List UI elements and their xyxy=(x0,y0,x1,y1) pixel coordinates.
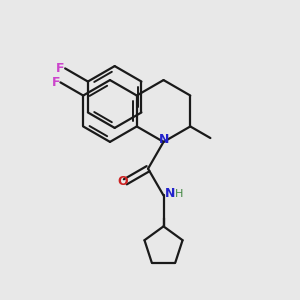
Text: F: F xyxy=(52,76,60,89)
Text: H: H xyxy=(175,189,183,199)
Text: O: O xyxy=(117,175,128,188)
Text: N: N xyxy=(165,187,175,200)
Text: F: F xyxy=(56,62,64,75)
Text: N: N xyxy=(159,133,169,146)
